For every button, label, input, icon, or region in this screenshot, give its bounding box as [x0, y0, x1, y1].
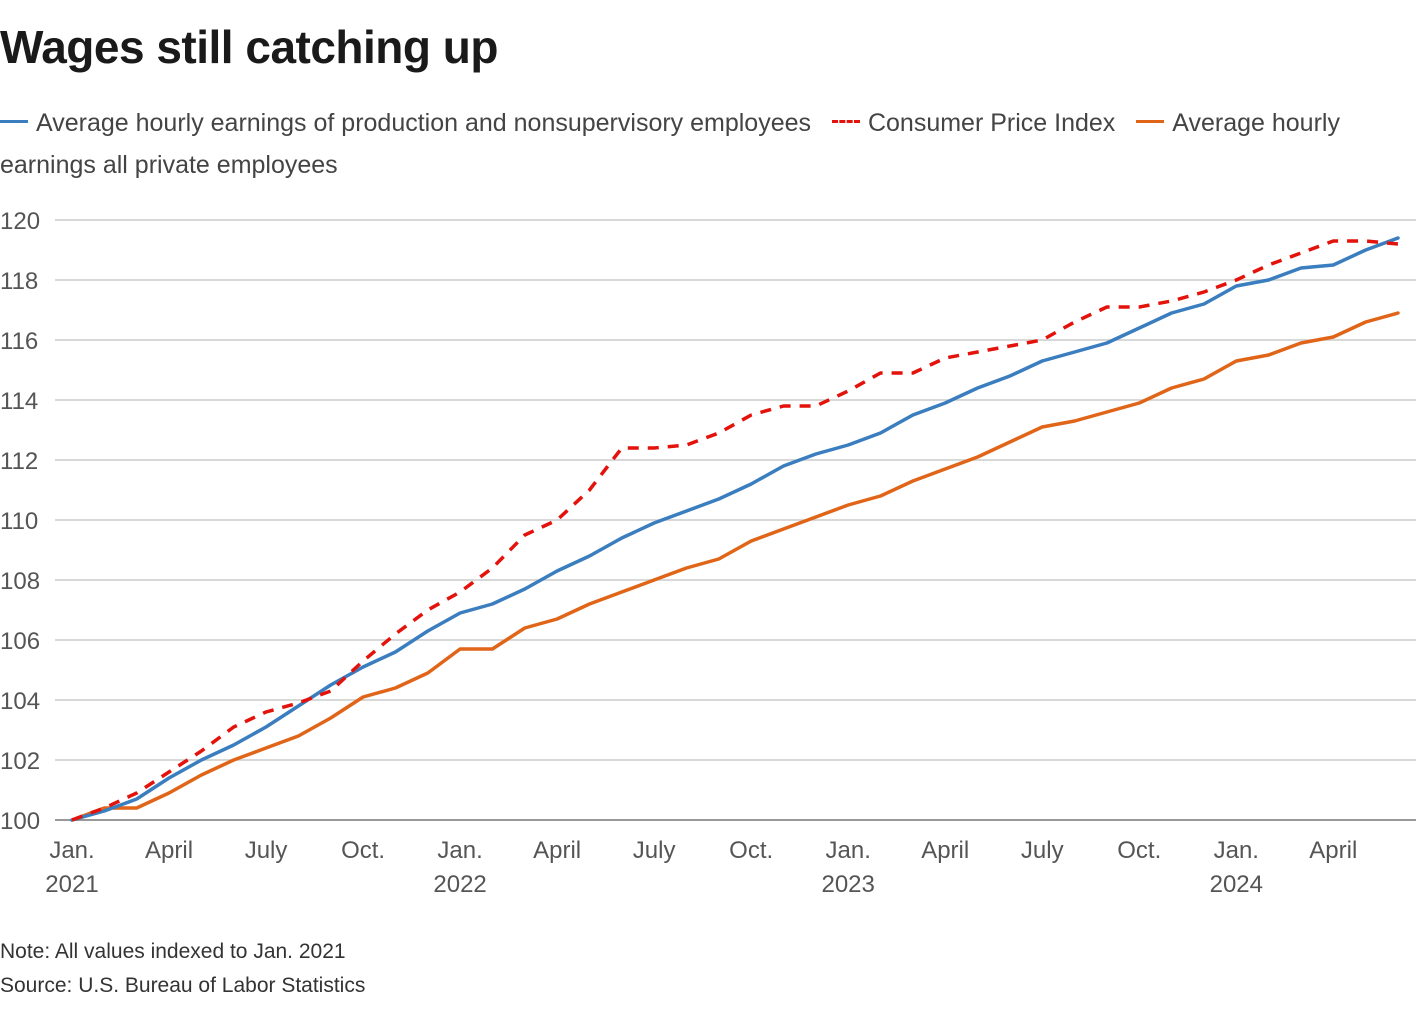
x-tick-label: April: [1309, 837, 1357, 864]
x-tick-year: 2021: [45, 871, 98, 898]
legend-label-production-earnings: Average hourly earnings of production an…: [36, 109, 812, 137]
y-tick-label: 106: [0, 628, 40, 655]
series-lines: [70, 236, 1400, 822]
y-tick-label: 104: [0, 688, 40, 715]
series-line-cpi: [71, 239, 1399, 822]
chart-source: Source: U.S. Bureau of Labor Statistics: [0, 974, 366, 997]
x-tick-label: April: [533, 837, 581, 864]
chart-note: Note: All values indexed to Jan. 2021: [0, 940, 346, 963]
x-tick-label: Oct.: [1117, 837, 1161, 864]
x-tick-year: 2023: [821, 871, 874, 898]
x-tick-label: Oct.: [341, 837, 385, 864]
legend-item-all-private-earnings: Average hourly earnings all private empl…: [0, 109, 1340, 179]
series-line-all-private-earnings: [70, 311, 1400, 822]
y-axis-ticks: 100 102 104 106 108 110 112 114 116 118 120: [0, 208, 40, 835]
legend-swatch-production-earnings: [0, 119, 28, 123]
x-tick-label: July: [1021, 837, 1064, 864]
x-tick-label: July: [245, 837, 288, 864]
y-tick-label: 110: [0, 508, 38, 535]
legend: Average hourly earnings of production an…: [0, 102, 1400, 186]
legend-label-all-private-earnings: Average hourly earnings all private empl…: [0, 109, 1340, 179]
line-chart: 100 102 104 106 108 110 112 114 116 118 120 Jan. 20…: [0, 208, 1416, 898]
x-tick-label: Jan.: [437, 837, 482, 864]
y-tick-label: 108: [0, 568, 40, 595]
series-line-production-earnings: [70, 236, 1400, 822]
x-tick-label: April: [921, 837, 969, 864]
chart-title: Wages still catching up: [0, 21, 498, 73]
y-tick-label: 120: [0, 208, 40, 235]
x-axis-ticks: Jan. 2021 April July Oct. Jan. 2022 April July Oc…: [45, 837, 1357, 898]
x-tick-label: Jan.: [826, 837, 871, 864]
y-tick-label: 118: [0, 268, 38, 295]
x-tick-label: July: [633, 837, 676, 864]
x-tick-label: April: [145, 837, 193, 864]
x-tick-label: Oct.: [729, 837, 773, 864]
legend-label-cpi: Consumer Price Index: [867, 109, 1116, 137]
y-tick-label: 112: [0, 448, 38, 475]
y-tick-label: 114: [0, 388, 38, 415]
legend-item-cpi: Consumer Price Index: [831, 109, 1116, 137]
y-tick-label: 116: [0, 328, 38, 355]
x-tick-year: 2022: [433, 871, 486, 898]
y-tick-label: 100: [0, 808, 40, 835]
gridlines: [55, 219, 1416, 821]
x-tick-label: Jan.: [1214, 837, 1259, 864]
y-tick-label: 102: [0, 748, 40, 775]
x-tick-year: 2024: [1210, 871, 1263, 898]
legend-item-production-earnings: Average hourly earnings of production an…: [0, 109, 811, 137]
legend-swatch-cpi: [831, 119, 860, 123]
legend-swatch-all-private-earnings: [1136, 119, 1165, 123]
x-tick-label: Jan.: [49, 837, 94, 864]
